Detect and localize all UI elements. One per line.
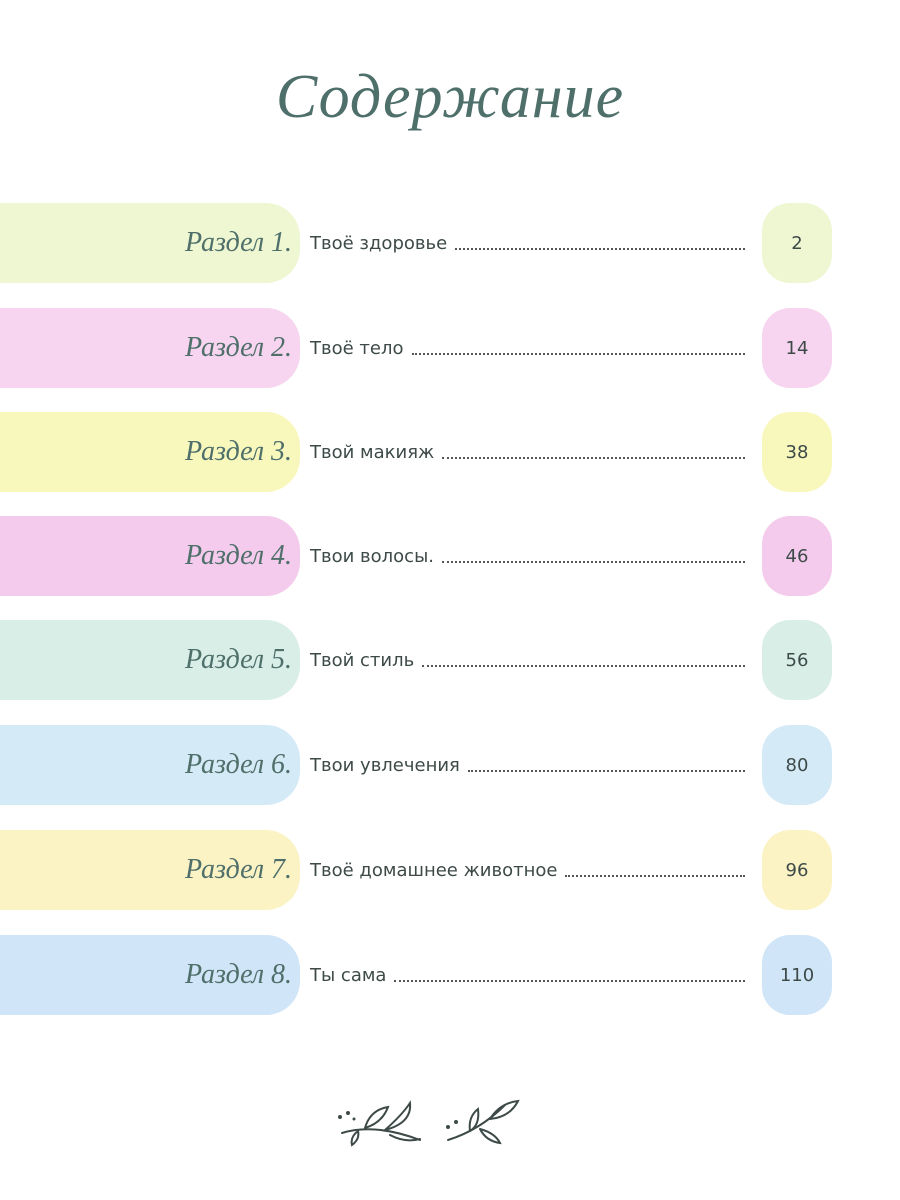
toc-row[interactable]: Раздел 2. Твоё тело 14 xyxy=(0,308,900,388)
entry-title: Твой макияж xyxy=(310,441,435,463)
leaf-decoration xyxy=(338,1099,520,1147)
entry-line: Раздел 7. Твоё домашнее животное xyxy=(185,830,745,910)
section-label: Раздел 3. xyxy=(185,436,293,467)
leader-dots xyxy=(565,875,745,877)
toc-row[interactable]: Раздел 8. Ты сама 110 xyxy=(0,935,900,1015)
page-number-text: 80 xyxy=(785,754,809,776)
entry-line: Раздел 8. Ты сама xyxy=(185,935,745,1015)
section-label: Раздел 4. xyxy=(185,540,293,571)
entry-title: Твои волосы. xyxy=(310,545,435,567)
section-label: Раздел 5. xyxy=(185,644,293,675)
page-number-text: 96 xyxy=(785,859,809,881)
section-label: Раздел 2. xyxy=(185,332,293,363)
section-label: Раздел 6. xyxy=(185,749,293,780)
toc-row[interactable]: Раздел 4. Твои волосы. 46 xyxy=(0,516,900,596)
section-pill xyxy=(0,620,300,700)
page-number-text: 56 xyxy=(785,649,809,671)
leader-dots xyxy=(442,561,745,563)
entry-line: Раздел 3. Твой макияж xyxy=(185,412,745,492)
leader-dots xyxy=(467,770,745,772)
section-pill xyxy=(0,516,300,596)
page-number-text: 110 xyxy=(779,964,815,986)
entry-line: Раздел 1. Твоё здоровье xyxy=(185,203,745,283)
entry-line: Раздел 4. Твои волосы. xyxy=(185,516,745,596)
section-label: Раздел 7. xyxy=(185,854,293,885)
section-pill xyxy=(0,935,300,1015)
toc-row[interactable]: Раздел 3. Твой макияж 38 xyxy=(0,412,900,492)
page-number: 110 xyxy=(762,935,832,1015)
page-number: 14 xyxy=(762,308,832,388)
section-pill xyxy=(0,412,300,492)
page-number-text: 38 xyxy=(785,441,809,463)
page-number: 96 xyxy=(762,830,832,910)
entry-line: Раздел 2. Твоё тело xyxy=(185,308,745,388)
page-number: 56 xyxy=(762,620,832,700)
entry-title: Твоё домашнее животное xyxy=(310,859,558,881)
toc-row[interactable]: Раздел 5. Твой стиль 56 xyxy=(0,620,900,700)
section-pill xyxy=(0,830,300,910)
entry-title: Ты сама xyxy=(310,964,387,986)
entry-title: Твои увлечения xyxy=(310,754,460,776)
page-number-text: 46 xyxy=(785,545,809,567)
leader-dots xyxy=(411,353,745,355)
page-number-text: 14 xyxy=(785,337,809,359)
toc-row[interactable]: Раздел 7. Твоё домашнее животное 96 xyxy=(0,830,900,910)
page-number: 2 xyxy=(762,203,832,283)
page-number: 80 xyxy=(762,725,832,805)
page-number: 46 xyxy=(762,516,832,596)
toc-row[interactable]: Раздел 6. Твои увлечения 80 xyxy=(0,725,900,805)
toc-row[interactable]: Раздел 1. Твоё здоровье 2 xyxy=(0,203,900,283)
leader-dots xyxy=(455,248,745,250)
page-number: 38 xyxy=(762,412,832,492)
leader-dots xyxy=(422,665,745,667)
section-pill xyxy=(0,725,300,805)
entry-line: Раздел 6. Твои увлечения xyxy=(185,725,745,805)
entry-title: Твоё тело xyxy=(310,337,404,359)
section-pill xyxy=(0,203,300,283)
entry-title: Твоё здоровье xyxy=(310,232,448,254)
page-number-text: 2 xyxy=(791,232,803,254)
section-pill xyxy=(0,308,300,388)
entry-title: Твой стиль xyxy=(310,649,415,671)
section-label: Раздел 8. xyxy=(185,959,293,990)
entry-line: Раздел 5. Твой стиль xyxy=(185,620,745,700)
leader-dots xyxy=(442,457,745,459)
leader-dots xyxy=(394,980,745,982)
section-label: Раздел 1. xyxy=(185,227,293,258)
title: Содержание xyxy=(275,63,625,131)
